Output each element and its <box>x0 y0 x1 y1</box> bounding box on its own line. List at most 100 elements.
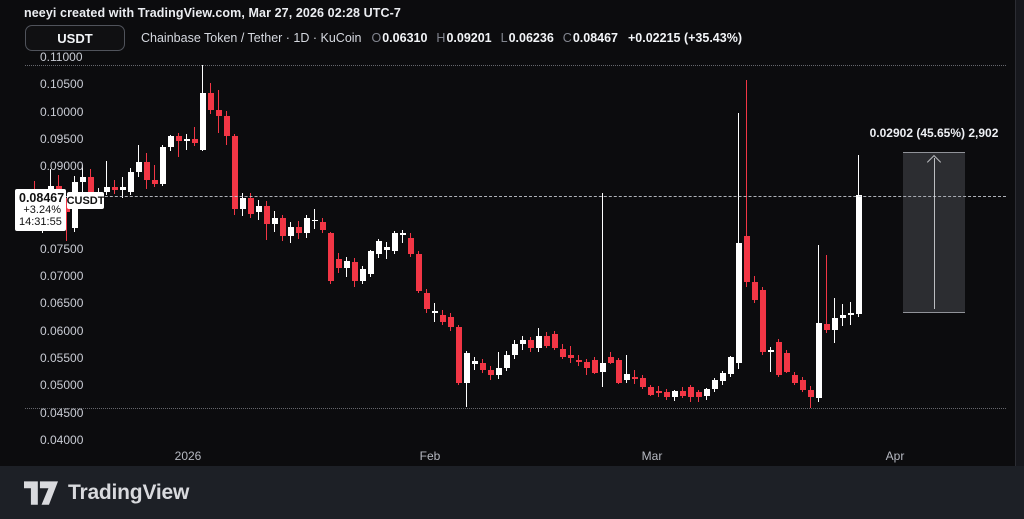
candle-wick <box>66 198 67 241</box>
candle-body <box>215 110 222 117</box>
candle-body <box>223 116 230 137</box>
price-tick: 0.10500 <box>40 77 84 92</box>
candle-body <box>103 187 110 193</box>
high-value: 0.09201 <box>446 31 492 45</box>
candle-body <box>471 360 478 365</box>
tradingview-logo-text: TradingView <box>68 480 190 504</box>
candle-body <box>679 390 686 397</box>
candle-body <box>751 281 758 300</box>
candle-wick <box>770 346 771 372</box>
candle-body <box>623 374 630 380</box>
candle-body <box>263 205 270 224</box>
candle-wick <box>402 229 403 244</box>
candle-wick <box>114 180 115 194</box>
candle-body <box>479 363 486 370</box>
candle-body <box>511 344 518 355</box>
candle-body <box>111 187 118 190</box>
candle-body <box>495 367 502 376</box>
candle-wick <box>842 304 843 327</box>
change-value: +0.02215 (+35.43%) <box>628 31 742 45</box>
candle-body <box>735 243 742 363</box>
candle-body <box>191 139 198 144</box>
candle-body <box>551 334 558 348</box>
price-tick: 0.05500 <box>40 350 84 365</box>
candle-body <box>391 232 398 252</box>
candle-body <box>487 369 494 376</box>
ohlc-values: O 0.06310 H 0.09201 L 0.06236 C 0.08467 <box>372 31 619 45</box>
candle-body <box>87 176 94 193</box>
candle-body <box>839 315 846 318</box>
candle-body <box>535 336 542 349</box>
last-price-value: 0.08467 <box>19 191 65 205</box>
candle-wick <box>498 352 499 379</box>
candle-body <box>247 197 254 215</box>
candle-body <box>351 261 358 282</box>
tradingview-logo-icon <box>24 480 58 505</box>
candle-body <box>287 226 294 237</box>
candle-body <box>407 237 414 254</box>
price-tick: 0.07500 <box>40 241 84 256</box>
candle-wick <box>186 133 187 150</box>
candle-wick <box>746 79 747 287</box>
last-price-line <box>25 195 1006 197</box>
candle-body <box>559 348 566 358</box>
right-price-gutter[interactable] <box>1015 0 1024 466</box>
candle-body <box>639 377 646 388</box>
candle-wick <box>314 209 315 229</box>
close-value: 0.08467 <box>572 31 618 45</box>
price-tick: 0.06500 <box>40 296 84 311</box>
measure-tool-box[interactable] <box>903 152 965 313</box>
candle-body <box>527 340 534 349</box>
measure-tool-label: 0.02902 (45.65%) 2,902 <box>869 126 999 140</box>
price-tick: 0.11000 <box>40 50 83 64</box>
price-tick: 0.04500 <box>40 405 84 420</box>
symbol-search-button[interactable]: USDT <box>25 25 125 51</box>
candle-body <box>383 247 390 250</box>
candle-body <box>807 389 814 397</box>
time-tick: Mar <box>641 449 663 463</box>
candle-body <box>319 222 326 230</box>
candle-body <box>367 251 374 275</box>
footer-bar: TradingView <box>0 466 1024 519</box>
candle-body <box>311 219 318 222</box>
candle-body <box>135 162 142 172</box>
candle-wick <box>738 112 739 369</box>
open-label: O <box>371 31 382 45</box>
candle-body <box>159 146 166 184</box>
tradingview-logo[interactable]: TradingView <box>24 481 189 505</box>
candle-body <box>295 226 302 234</box>
candle-body <box>583 361 590 368</box>
attribution-text: neeyi created with TradingView.com, Mar … <box>24 6 401 20</box>
candle-body <box>543 336 550 346</box>
candle-body <box>271 217 278 224</box>
candle-body <box>207 93 214 111</box>
chart-legend[interactable]: Chainbase Token / Tether · 1D · KuCoin O… <box>141 31 742 45</box>
candle-body <box>143 162 150 181</box>
time-tick: Apr <box>885 449 905 463</box>
candle-body <box>79 176 86 182</box>
candle-body <box>727 357 734 375</box>
candle-body <box>231 136 238 210</box>
candle-body <box>631 377 638 379</box>
candle-body <box>719 372 726 382</box>
candle-body <box>599 362 606 372</box>
candle-body <box>823 324 830 331</box>
price-tick: 0.04000 <box>40 433 84 447</box>
candle-body <box>831 317 838 331</box>
candle-body <box>463 353 470 384</box>
candle-body <box>671 390 678 398</box>
candle-body <box>127 171 134 193</box>
candle-body <box>375 241 382 254</box>
candle-body <box>743 235 750 282</box>
candle-body <box>847 313 854 316</box>
candle-body <box>447 316 454 327</box>
candle-body <box>647 387 654 395</box>
candle-wick <box>154 165 155 188</box>
price-tick: 0.09500 <box>40 132 84 147</box>
candle-body <box>575 359 582 363</box>
candle-body <box>607 356 614 363</box>
chart-canvas[interactable]: 0.11000 0.10500 0.10000 0.09500 0.09000 0.075… <box>0 0 1015 466</box>
candle-body <box>503 354 510 368</box>
candle-wick <box>138 145 139 178</box>
chart-toolbar: USDT Chainbase Token / Tether · 1D · KuC… <box>25 25 742 51</box>
